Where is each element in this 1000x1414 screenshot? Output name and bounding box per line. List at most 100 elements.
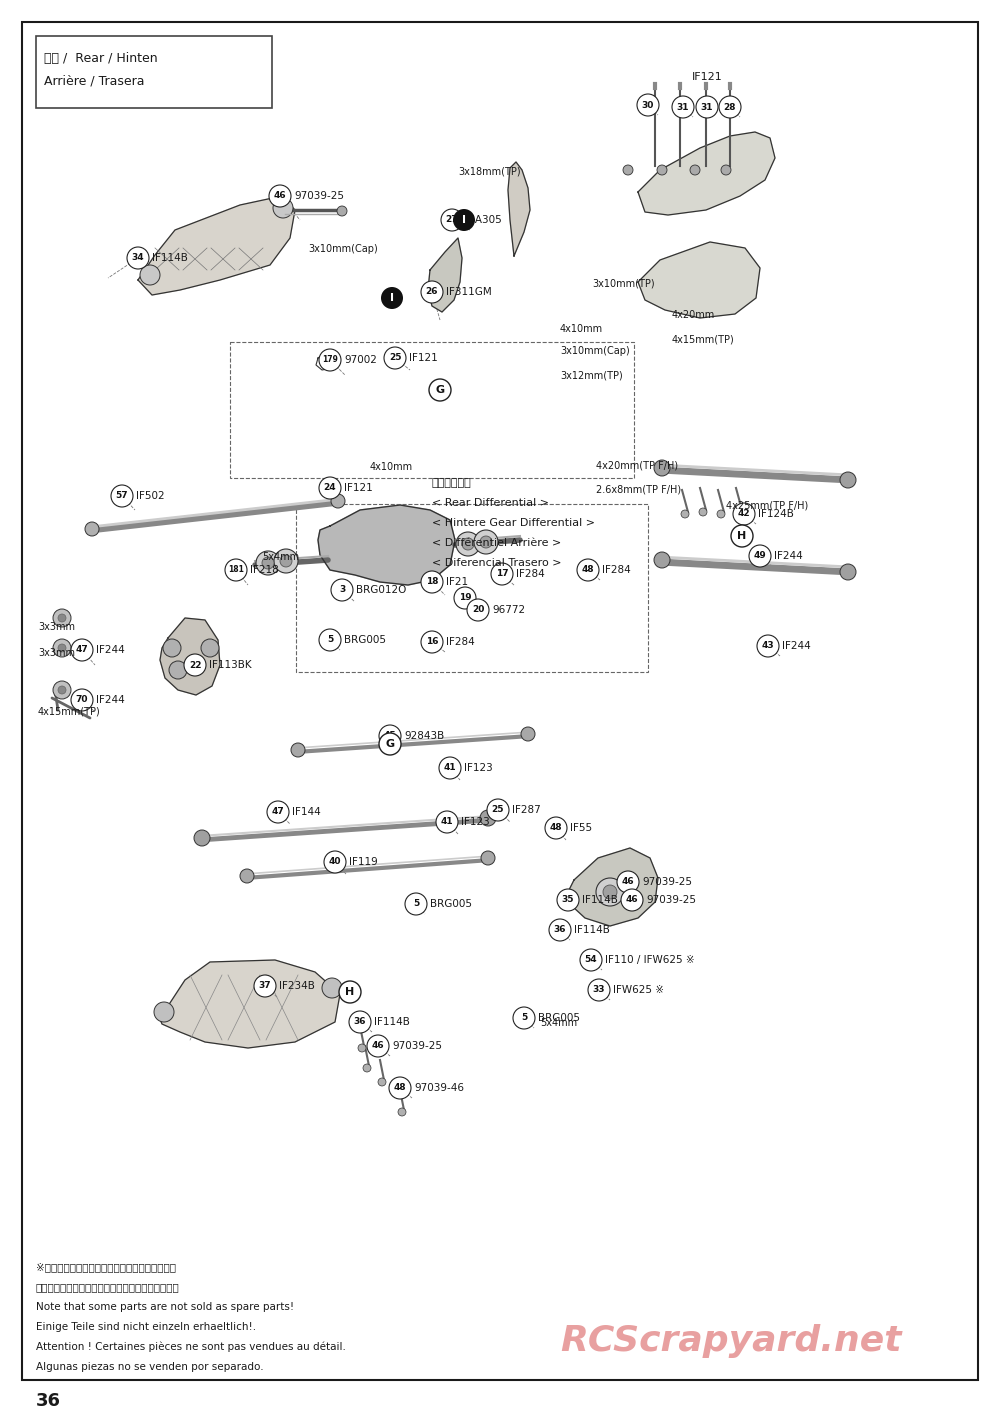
Circle shape [184, 655, 206, 676]
Polygon shape [638, 242, 760, 318]
Text: 97039-46: 97039-46 [414, 1083, 464, 1093]
Text: 37: 37 [259, 981, 271, 990]
Circle shape [331, 493, 345, 508]
Circle shape [421, 571, 443, 592]
Text: 96772: 96772 [492, 605, 525, 615]
Circle shape [513, 1007, 535, 1029]
Text: 25: 25 [389, 354, 401, 362]
Text: IF21: IF21 [446, 577, 468, 587]
Text: G: G [385, 740, 395, 749]
Text: IF218: IF218 [250, 566, 279, 575]
Circle shape [379, 732, 401, 755]
Text: 3x12mm(TP): 3x12mm(TP) [560, 370, 623, 380]
Text: 41: 41 [441, 817, 453, 827]
Circle shape [840, 564, 856, 580]
Text: リヤ /  Rear / Hinten: リヤ / Rear / Hinten [44, 52, 158, 65]
Text: IF123: IF123 [461, 817, 490, 827]
Text: BRG005: BRG005 [430, 899, 472, 909]
Text: 22: 22 [189, 660, 201, 669]
Text: BRG005: BRG005 [538, 1012, 580, 1022]
Circle shape [580, 949, 602, 971]
Circle shape [733, 503, 755, 525]
Text: IF124B: IF124B [758, 509, 794, 519]
Text: MA305: MA305 [466, 215, 502, 225]
Circle shape [717, 510, 725, 518]
Circle shape [71, 639, 93, 660]
Text: < Rear Differential >: < Rear Differential > [432, 498, 549, 508]
Circle shape [421, 281, 443, 303]
Text: H: H [345, 987, 355, 997]
Text: 48: 48 [394, 1083, 406, 1093]
Circle shape [696, 96, 718, 117]
Text: 42: 42 [738, 509, 750, 519]
Text: IF123: IF123 [464, 764, 493, 773]
Text: IF121: IF121 [344, 484, 373, 493]
Text: 36: 36 [36, 1391, 61, 1410]
Circle shape [58, 643, 66, 652]
Text: 3x3mm: 3x3mm [38, 622, 75, 632]
Text: 181: 181 [228, 566, 244, 574]
Text: 4x10mm: 4x10mm [370, 462, 413, 472]
Text: 5x4mm: 5x4mm [262, 551, 299, 561]
Text: 31: 31 [701, 102, 713, 112]
Text: 27: 27 [446, 215, 458, 225]
Circle shape [127, 247, 149, 269]
Circle shape [71, 689, 93, 711]
Text: 46: 46 [274, 191, 286, 201]
Text: 4x15mm(TP): 4x15mm(TP) [672, 334, 735, 344]
Text: 36: 36 [354, 1018, 366, 1027]
Circle shape [319, 349, 341, 370]
Circle shape [324, 851, 346, 872]
Polygon shape [568, 848, 658, 926]
Circle shape [621, 889, 643, 911]
Circle shape [456, 532, 480, 556]
Circle shape [331, 578, 353, 601]
Text: IF244: IF244 [782, 641, 811, 650]
Text: I: I [390, 293, 394, 303]
Text: 5x4mm: 5x4mm [540, 1018, 577, 1028]
Text: 46: 46 [626, 895, 638, 905]
Text: IF502: IF502 [136, 491, 165, 501]
Text: 46: 46 [622, 878, 634, 887]
Text: G: G [435, 385, 445, 395]
Text: 3x10mm(Cap): 3x10mm(Cap) [308, 245, 378, 255]
Text: 3x10mm(Cap): 3x10mm(Cap) [560, 346, 630, 356]
Text: IF234B: IF234B [279, 981, 315, 991]
Circle shape [322, 978, 342, 998]
Circle shape [690, 165, 700, 175]
Text: 41: 41 [444, 764, 456, 772]
Circle shape [480, 810, 496, 826]
Circle shape [58, 686, 66, 694]
Text: Attention ! Certaines pièces ne sont pas vendues au détail.: Attention ! Certaines pièces ne sont pas… [36, 1342, 346, 1353]
Text: IF121: IF121 [409, 354, 438, 363]
Text: 4x20mm(TP F/H): 4x20mm(TP F/H) [596, 460, 678, 469]
Text: Algunas piezas no se venden por separado.: Algunas piezas no se venden por separado… [36, 1362, 264, 1372]
Text: IF110 / IFW625 ※: IF110 / IFW625 ※ [605, 954, 695, 964]
Text: IF284: IF284 [446, 636, 475, 648]
Circle shape [453, 209, 475, 230]
Circle shape [699, 508, 707, 516]
Circle shape [521, 727, 535, 741]
Polygon shape [158, 960, 340, 1048]
Circle shape [111, 485, 133, 508]
Text: 97039-25: 97039-25 [642, 877, 692, 887]
Circle shape [735, 508, 743, 516]
Circle shape [194, 830, 210, 846]
Circle shape [654, 551, 670, 568]
Text: IF287: IF287 [512, 805, 541, 814]
Text: H: H [737, 532, 747, 542]
Circle shape [603, 885, 617, 899]
Text: 48: 48 [550, 823, 562, 833]
Circle shape [381, 287, 403, 310]
Text: 31: 31 [677, 102, 689, 112]
Circle shape [441, 209, 463, 230]
Text: IF244: IF244 [96, 696, 125, 706]
Text: 16: 16 [426, 638, 438, 646]
Text: 19: 19 [459, 594, 471, 602]
Text: BRG005: BRG005 [344, 635, 386, 645]
Text: 3x3mm: 3x3mm [38, 648, 75, 658]
Text: IF119: IF119 [349, 857, 378, 867]
Text: 97039-25: 97039-25 [646, 895, 696, 905]
Circle shape [467, 600, 489, 621]
Circle shape [269, 185, 291, 206]
